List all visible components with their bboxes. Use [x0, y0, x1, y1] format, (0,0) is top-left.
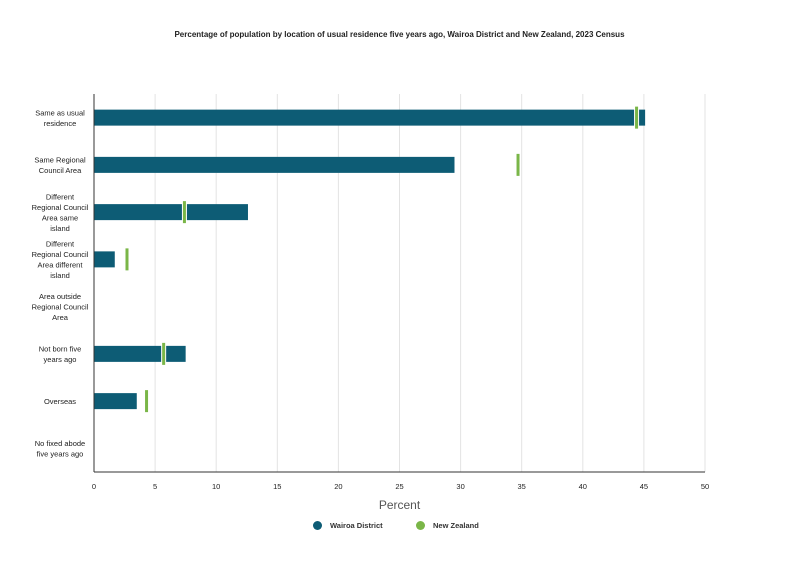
legend-label-new-zealand: New Zealand [433, 521, 479, 530]
x-tick-label: 25 [395, 482, 403, 491]
x-tick-label: 0 [92, 482, 96, 491]
marker-new-zealand [182, 201, 186, 224]
category-label: Same Regional Council Area [34, 156, 86, 176]
bar-wairoa-district [94, 156, 455, 173]
x-tick-label: 5 [153, 482, 157, 491]
category-label: Overseas [44, 397, 76, 406]
legend-label-wairoa: Wairoa District [330, 521, 383, 530]
category-label: Area outside Regional Council Area [32, 292, 89, 322]
marker-new-zealand [145, 390, 149, 413]
x-axis-title: Percent [379, 498, 421, 512]
bar-wairoa-district [94, 251, 115, 268]
marker-new-zealand [125, 248, 129, 271]
category-label: No fixed abode five years ago [35, 439, 85, 459]
legend-swatch-new-zealand [416, 521, 425, 530]
marker-new-zealand [516, 153, 520, 176]
bar-wairoa-district [94, 393, 137, 410]
x-tick-label: 30 [456, 482, 464, 491]
bar-wairoa-district [94, 204, 248, 221]
x-tick-label: 50 [701, 482, 709, 491]
category-label: Different Regional Council Area different i… [32, 240, 89, 281]
category-label: Same as usual residence [35, 108, 85, 128]
x-tick-label: 15 [273, 482, 281, 491]
x-tick-label: 35 [518, 482, 526, 491]
chart-title: Percentage of population by location of … [174, 30, 625, 39]
category-label: Not born five years ago [39, 345, 82, 365]
bar-wairoa-district [94, 109, 646, 126]
x-tick-label: 10 [212, 482, 220, 491]
legend-item-wairoa[interactable]: Wairoa District [313, 521, 383, 530]
x-tick-label: 20 [334, 482, 342, 491]
bar-wairoa-district [94, 345, 186, 362]
marker-new-zealand [162, 342, 166, 365]
legend-item-new-zealand[interactable]: New Zealand [416, 521, 479, 530]
chart-legend: Wairoa District New Zealand [0, 521, 799, 537]
legend-swatch-wairoa [313, 521, 322, 530]
x-tick-label: 45 [640, 482, 648, 491]
category-label: Different Regional Council Area same island [32, 192, 89, 233]
marker-new-zealand [635, 106, 639, 129]
x-tick-label: 40 [579, 482, 587, 491]
